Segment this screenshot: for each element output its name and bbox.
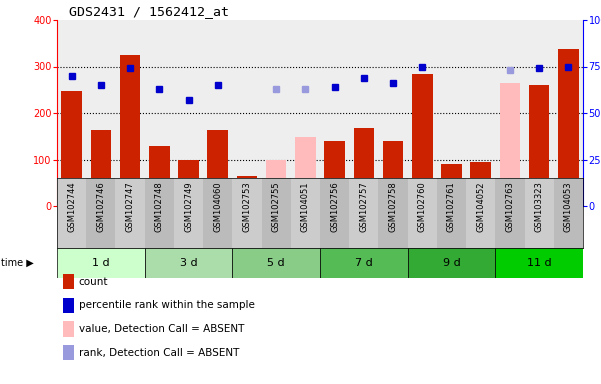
Bar <box>261 178 291 248</box>
Text: value, Detection Call = ABSENT: value, Detection Call = ABSENT <box>79 324 244 334</box>
Bar <box>207 130 228 206</box>
Text: GSM102749: GSM102749 <box>184 182 193 232</box>
Bar <box>295 137 316 206</box>
Bar <box>529 85 549 206</box>
Bar <box>499 83 520 206</box>
Bar <box>412 74 433 206</box>
Bar <box>115 178 145 248</box>
Bar <box>61 91 82 206</box>
Text: 5 d: 5 d <box>267 258 285 268</box>
Bar <box>291 178 320 248</box>
Bar <box>437 178 466 248</box>
Text: GSM102760: GSM102760 <box>418 182 427 232</box>
Bar <box>233 248 320 278</box>
Bar <box>120 55 140 206</box>
Bar <box>57 248 145 278</box>
Bar <box>266 159 287 206</box>
Bar <box>237 176 257 206</box>
Bar <box>407 248 495 278</box>
Bar <box>471 162 491 206</box>
Bar <box>145 178 174 248</box>
Text: 11 d: 11 d <box>527 258 552 268</box>
Text: GSM102758: GSM102758 <box>389 182 397 232</box>
Text: GSM104051: GSM104051 <box>301 182 310 232</box>
Bar <box>441 164 462 206</box>
Text: 1 d: 1 d <box>92 258 109 268</box>
Bar <box>174 178 203 248</box>
Bar <box>86 178 115 248</box>
Text: GSM102748: GSM102748 <box>155 182 164 232</box>
Text: percentile rank within the sample: percentile rank within the sample <box>79 300 254 310</box>
Text: GDS2431 / 1562412_at: GDS2431 / 1562412_at <box>69 5 229 18</box>
Text: GSM102746: GSM102746 <box>96 182 105 232</box>
Text: time ▶: time ▶ <box>1 258 33 268</box>
Bar <box>554 178 583 248</box>
Bar <box>57 178 86 248</box>
Bar <box>407 178 437 248</box>
Bar <box>466 178 495 248</box>
Text: GSM102744: GSM102744 <box>67 182 76 232</box>
Bar <box>495 178 525 248</box>
Text: GSM102756: GSM102756 <box>330 182 339 232</box>
Bar <box>558 49 579 206</box>
Bar <box>320 248 407 278</box>
Bar <box>320 178 349 248</box>
Text: 9 d: 9 d <box>442 258 460 268</box>
Text: GSM102747: GSM102747 <box>126 182 135 232</box>
Bar <box>203 178 233 248</box>
Text: rank, Detection Call = ABSENT: rank, Detection Call = ABSENT <box>79 348 239 358</box>
Bar <box>91 130 111 206</box>
Bar <box>349 178 379 248</box>
Text: GSM102761: GSM102761 <box>447 182 456 232</box>
Text: 3 d: 3 d <box>180 258 197 268</box>
Bar <box>525 178 554 248</box>
Text: GSM103323: GSM103323 <box>535 182 544 232</box>
Bar <box>145 248 233 278</box>
Bar <box>495 248 583 278</box>
Text: count: count <box>79 277 108 287</box>
Text: 7 d: 7 d <box>355 258 373 268</box>
Bar <box>178 161 199 206</box>
Text: GSM104053: GSM104053 <box>564 182 573 232</box>
Bar <box>233 178 261 248</box>
Bar <box>325 141 345 206</box>
Bar <box>149 146 169 206</box>
Text: GSM102757: GSM102757 <box>359 182 368 232</box>
Text: GSM104052: GSM104052 <box>476 182 485 232</box>
Bar <box>379 178 407 248</box>
Bar <box>353 128 374 206</box>
Text: GSM104060: GSM104060 <box>213 182 222 232</box>
Text: GSM102755: GSM102755 <box>272 182 281 232</box>
Text: GSM102753: GSM102753 <box>242 182 251 232</box>
Bar <box>383 141 403 206</box>
Text: GSM102763: GSM102763 <box>505 182 514 232</box>
